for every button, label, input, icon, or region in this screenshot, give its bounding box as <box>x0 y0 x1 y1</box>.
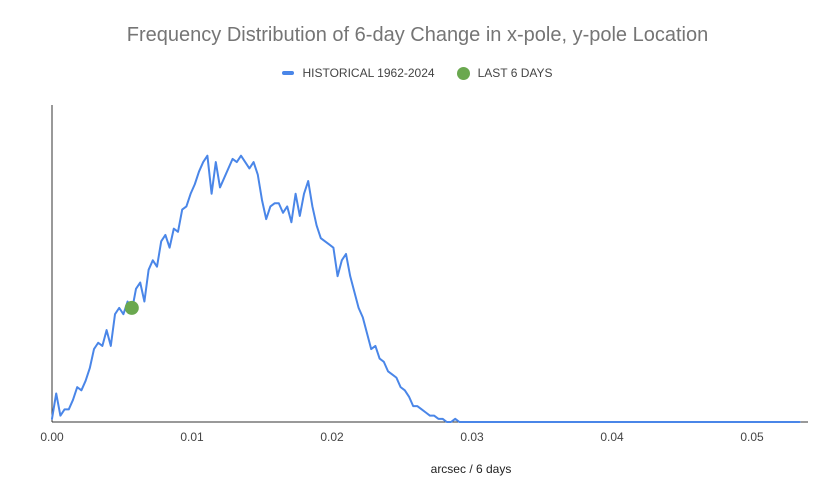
legend-item-historical[interactable]: HISTORICAL 1962-2024 <box>282 66 435 80</box>
legend-line-icon <box>282 71 295 75</box>
series-group <box>51 154 801 423</box>
legend-item-last-6-days[interactable]: LAST 6 DAYS <box>456 66 553 80</box>
x-tick-label: 0.05 <box>740 430 764 444</box>
x-axis-label: arcsec / 6 days <box>431 462 512 476</box>
legend-dot-icon <box>456 66 470 80</box>
legend-label-historical: HISTORICAL 1962-2024 <box>302 66 435 80</box>
x-tick-label: 0.03 <box>460 430 484 444</box>
last-6-days-point <box>124 300 139 315</box>
x-tick-label: 0.02 <box>320 430 344 444</box>
x-ticks-group: 0.00 0.01 0.02 0.03 0.04 0.05 <box>40 430 764 444</box>
axes-group <box>51 105 808 423</box>
x-tick-label: 0.00 <box>40 430 64 444</box>
x-tick-label: 0.04 <box>600 430 624 444</box>
x-tick-label: 0.01 <box>180 430 204 444</box>
chart-title: Frequency Distribution of 6-day Change i… <box>126 24 709 46</box>
historical-series-line <box>51 154 801 423</box>
chart-legend: HISTORICAL 1962-2024 LAST 6 DAYS <box>0 66 835 80</box>
legend-label-last-6-days: LAST 6 DAYS <box>477 66 553 80</box>
